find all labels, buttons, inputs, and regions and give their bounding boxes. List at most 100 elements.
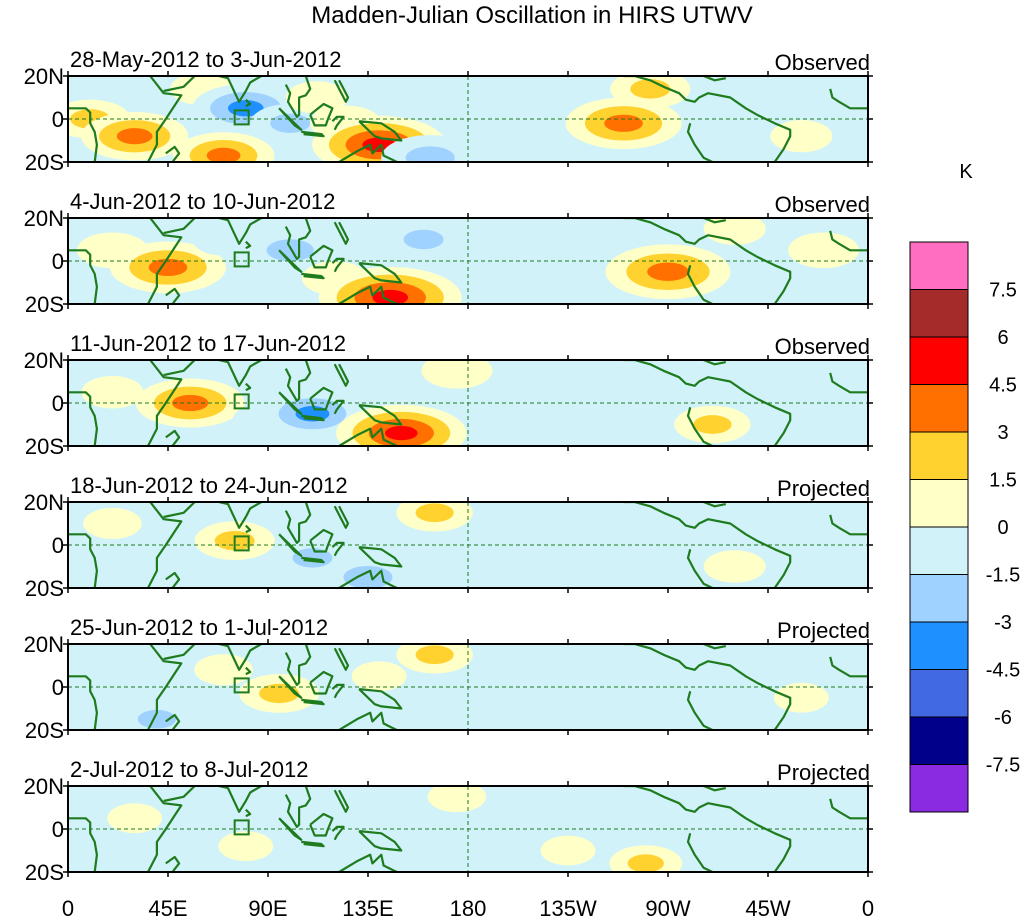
coastline xyxy=(829,230,868,252)
x-tick-label: 0 xyxy=(862,896,874,920)
anomaly-contour xyxy=(192,223,255,256)
x-tick-label: 135W xyxy=(539,896,597,920)
x-tick-label: 0 xyxy=(62,896,74,920)
panel-date-range: 28-May-2012 to 3-Jun-2012 xyxy=(70,47,342,72)
coastline xyxy=(686,407,713,446)
anomaly-contour xyxy=(604,114,643,132)
colorbar-label: 0 xyxy=(997,517,1008,539)
coastline xyxy=(218,76,262,103)
coastline xyxy=(358,688,403,710)
y-tick-label: 20N xyxy=(24,64,64,89)
anomaly-contour xyxy=(285,81,348,114)
colorbar-swatch xyxy=(909,574,969,623)
reference-box xyxy=(233,393,250,410)
coastline xyxy=(756,539,792,588)
coastline xyxy=(686,265,713,304)
colorbar-label: 3 xyxy=(997,422,1008,444)
x-tick-label: 180 xyxy=(450,896,487,920)
y-tick-label: 0 xyxy=(52,675,64,700)
chart-title: Madden-Julian Oscillation in HIRS UTWV xyxy=(311,2,752,29)
coastline xyxy=(623,76,758,116)
coastline xyxy=(319,285,398,304)
anomaly-contour xyxy=(590,534,657,569)
x-tick-label: 90W xyxy=(645,896,690,920)
anomaly-contour xyxy=(483,540,542,572)
coastline xyxy=(278,107,303,131)
coastline xyxy=(686,691,713,730)
anomaly-contour xyxy=(399,76,471,107)
anomaly-contour xyxy=(773,682,829,713)
anomaly-contour xyxy=(546,375,612,410)
coastline xyxy=(703,218,727,224)
anomaly-contour xyxy=(107,803,163,834)
coastline xyxy=(319,569,398,588)
anomaly-contour xyxy=(788,232,860,269)
coastline xyxy=(331,683,345,699)
coastline xyxy=(703,502,727,508)
coastline xyxy=(68,533,98,588)
coastline xyxy=(301,698,325,706)
coastline xyxy=(163,76,196,93)
anomaly-contour xyxy=(405,146,455,162)
anomaly-contour xyxy=(749,365,809,398)
panel-date-range: 18-Jun-2012 to 24-Jun-2012 xyxy=(70,473,348,498)
anomaly-contour xyxy=(527,682,587,714)
colorbar-swatch xyxy=(909,479,969,528)
anomaly-contour xyxy=(481,120,544,153)
coastline xyxy=(756,823,792,872)
anomaly-contour xyxy=(630,79,671,99)
coastline xyxy=(756,397,792,446)
x-tick-label: 90E xyxy=(248,896,287,920)
colorbar-swatch xyxy=(909,716,969,765)
coastline xyxy=(165,145,181,162)
coastline xyxy=(278,533,303,557)
coastline xyxy=(163,360,196,377)
coastline xyxy=(623,502,758,542)
coastline xyxy=(829,88,868,110)
coastline xyxy=(829,656,868,678)
coastline xyxy=(703,360,727,366)
reference-box xyxy=(233,251,250,268)
coastline xyxy=(278,391,303,415)
anomaly-contour xyxy=(427,786,487,813)
panel: 20N 0 20S 2-Jul-2012 to 8-Jul-2012 Projected xyxy=(24,757,873,885)
coastline xyxy=(163,786,196,803)
coastline xyxy=(218,786,262,813)
coastline xyxy=(147,786,183,872)
anomaly-contour xyxy=(540,835,596,866)
coastline xyxy=(756,113,792,162)
coastline xyxy=(358,546,403,568)
coastline xyxy=(147,502,183,588)
anomaly-contour xyxy=(693,415,732,434)
anomaly-field xyxy=(83,502,766,588)
y-tick-label: 20S xyxy=(25,718,64,743)
colorbar-swatch xyxy=(909,526,969,575)
anomaly-contour xyxy=(479,226,546,261)
colorbar: K 7.5 6 4.5 3 1.5 0 -1.5 -3 -4.5 -6 -7.5 xyxy=(909,161,1020,813)
anomaly-contour xyxy=(137,709,176,729)
coastline xyxy=(756,255,792,304)
anomaly-contour xyxy=(351,661,407,692)
y-tick-label: 0 xyxy=(52,533,64,558)
anomaly-contour xyxy=(703,81,766,114)
coastline xyxy=(218,644,262,671)
coastline xyxy=(333,79,350,103)
colorbar-swatch xyxy=(909,384,969,433)
coastline xyxy=(623,218,758,258)
coastline xyxy=(358,830,403,852)
y-tick-label: 20N xyxy=(24,490,64,515)
coastline xyxy=(703,786,727,792)
coastline xyxy=(703,76,727,82)
coastline xyxy=(284,218,312,260)
coastline xyxy=(278,249,303,273)
coastline xyxy=(245,666,252,676)
coastlines xyxy=(68,76,868,162)
coastline xyxy=(756,681,792,730)
coastline xyxy=(147,360,183,446)
x-tick-label: 45W xyxy=(745,896,790,920)
anomaly-contour xyxy=(81,376,144,409)
coastline xyxy=(331,115,345,131)
coastline xyxy=(245,382,252,392)
anomaly-contour xyxy=(372,289,409,304)
coastline xyxy=(319,711,398,730)
